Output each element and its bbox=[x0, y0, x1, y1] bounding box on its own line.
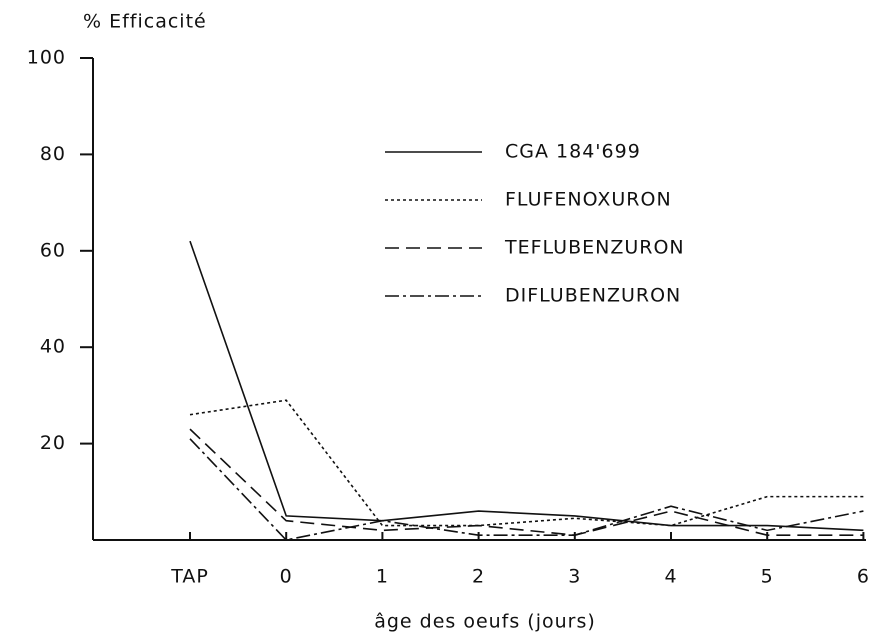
series-line bbox=[189, 399, 864, 527]
legend-label: DIFLUBENZURON bbox=[505, 285, 681, 307]
x-tick-label: 1 bbox=[376, 566, 389, 588]
x-tick-label: 6 bbox=[857, 566, 870, 588]
series-line bbox=[189, 240, 864, 532]
y-tick-label: 20 bbox=[40, 432, 66, 454]
y-tick-label: 40 bbox=[40, 336, 66, 358]
x-tick-label: 3 bbox=[568, 566, 581, 588]
series-line bbox=[189, 438, 864, 541]
x-axis-label: âge des oeufs (jours) bbox=[374, 611, 596, 633]
x-tick-label: 0 bbox=[280, 566, 293, 588]
legend-label: FLUFENOXURON bbox=[505, 189, 672, 211]
x-tick-label: 4 bbox=[664, 566, 677, 588]
y-tick-label: 60 bbox=[40, 239, 66, 261]
x-tick-label: TAP bbox=[170, 566, 209, 588]
y-tick-label: 100 bbox=[27, 47, 66, 69]
chart-title: % Efficacité bbox=[83, 11, 207, 33]
legend-label: TEFLUBENZURON bbox=[504, 237, 685, 259]
series-line bbox=[189, 428, 864, 536]
x-tick-label: 5 bbox=[761, 566, 774, 588]
x-tick-label: 2 bbox=[472, 566, 485, 588]
y-tick-label: 80 bbox=[40, 143, 66, 165]
legend-label: CGA 184'699 bbox=[505, 141, 641, 163]
